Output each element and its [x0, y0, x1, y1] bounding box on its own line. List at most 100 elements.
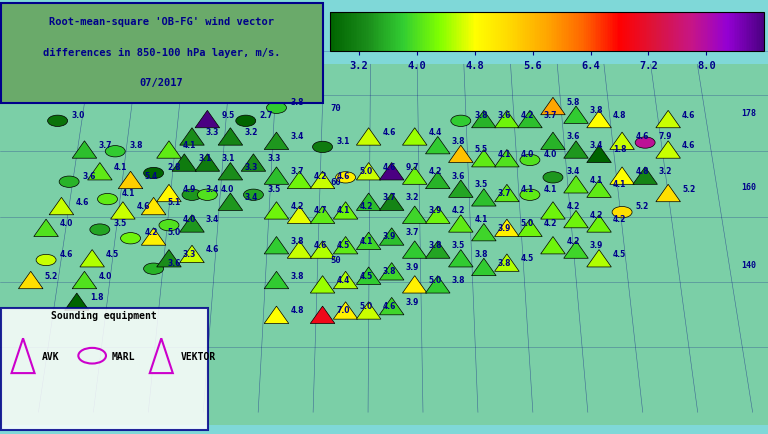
Text: 4.6: 4.6: [382, 162, 396, 171]
Text: 3.7: 3.7: [98, 141, 112, 150]
Text: 7.9: 7.9: [659, 132, 673, 141]
Text: 3.1: 3.1: [198, 154, 211, 163]
Text: 1.8: 1.8: [91, 293, 104, 302]
Text: 3.3: 3.3: [267, 154, 280, 163]
Text: 4.8: 4.8: [613, 110, 627, 119]
Polygon shape: [402, 207, 427, 224]
Text: 3.8: 3.8: [290, 97, 304, 106]
Text: 4.0: 4.0: [221, 184, 234, 193]
Polygon shape: [472, 259, 496, 276]
Text: 3.8: 3.8: [382, 266, 396, 276]
Text: 4.2: 4.2: [429, 167, 442, 176]
Polygon shape: [34, 220, 58, 237]
Text: 50: 50: [330, 256, 341, 265]
Text: 5.0: 5.0: [429, 275, 442, 284]
Polygon shape: [379, 228, 404, 246]
Text: 3.0: 3.0: [71, 110, 84, 119]
Polygon shape: [425, 241, 450, 259]
Polygon shape: [402, 168, 427, 185]
Text: 4.2: 4.2: [590, 210, 603, 219]
Polygon shape: [518, 111, 542, 128]
Text: 3.6: 3.6: [452, 171, 465, 180]
Text: 3.1: 3.1: [336, 136, 349, 145]
Polygon shape: [157, 141, 181, 159]
Polygon shape: [472, 224, 496, 241]
Text: Root-mean-square 'OB-FG' wind vector: Root-mean-square 'OB-FG' wind vector: [49, 17, 273, 27]
Text: 2.8: 2.8: [167, 162, 181, 171]
Text: 3.6: 3.6: [567, 132, 580, 141]
Text: 3.2: 3.2: [406, 193, 419, 202]
Text: 4.1: 4.1: [475, 214, 488, 224]
Text: 3.8: 3.8: [290, 271, 304, 280]
Polygon shape: [333, 272, 358, 289]
Polygon shape: [587, 111, 611, 128]
Polygon shape: [356, 194, 381, 211]
Polygon shape: [541, 202, 565, 220]
Polygon shape: [656, 185, 680, 202]
Text: 3.9: 3.9: [382, 232, 396, 241]
Polygon shape: [118, 172, 143, 189]
Text: 4.2: 4.2: [313, 171, 326, 180]
Text: 4.6: 4.6: [313, 240, 326, 250]
Text: 3.5: 3.5: [475, 180, 488, 189]
Polygon shape: [310, 306, 335, 324]
FancyBboxPatch shape: [1, 308, 208, 430]
Text: 4.1: 4.1: [590, 175, 603, 184]
Text: 178: 178: [741, 108, 756, 118]
Polygon shape: [541, 98, 565, 115]
Text: 9.5: 9.5: [221, 110, 234, 119]
Text: 4.1: 4.1: [336, 206, 349, 215]
Polygon shape: [218, 128, 243, 146]
Polygon shape: [333, 302, 358, 319]
Polygon shape: [472, 150, 496, 168]
Polygon shape: [587, 250, 611, 267]
Polygon shape: [287, 172, 312, 189]
FancyBboxPatch shape: [1, 4, 323, 104]
Text: 4.6: 4.6: [60, 249, 73, 258]
Text: 180: 180: [741, 43, 756, 53]
Text: 4.9: 4.9: [183, 184, 196, 193]
Text: 3.4: 3.4: [567, 167, 580, 176]
Text: 4.2: 4.2: [452, 206, 465, 215]
Text: 5.8: 5.8: [567, 97, 580, 106]
Polygon shape: [356, 128, 381, 146]
Text: 4.6: 4.6: [636, 132, 649, 141]
Polygon shape: [172, 155, 197, 172]
Polygon shape: [141, 228, 166, 246]
Text: 4.5: 4.5: [359, 271, 372, 280]
Polygon shape: [310, 172, 335, 189]
Text: 4.1: 4.1: [521, 184, 534, 193]
Polygon shape: [264, 168, 289, 185]
Text: VEKTOR: VEKTOR: [180, 351, 216, 361]
Text: 3.3: 3.3: [183, 249, 196, 258]
Text: 4.6: 4.6: [206, 245, 219, 254]
Text: 3.9: 3.9: [498, 223, 511, 232]
Polygon shape: [495, 254, 519, 272]
Polygon shape: [472, 111, 496, 128]
Polygon shape: [449, 181, 473, 198]
Polygon shape: [356, 233, 381, 250]
Text: 3.8: 3.8: [290, 236, 304, 245]
Circle shape: [197, 190, 217, 201]
Text: 3.4: 3.4: [290, 132, 303, 141]
Circle shape: [98, 194, 118, 205]
Text: 4.5: 4.5: [613, 249, 626, 258]
Polygon shape: [495, 111, 519, 128]
Text: 4.2: 4.2: [521, 110, 534, 119]
Text: 160: 160: [741, 182, 756, 191]
Polygon shape: [564, 141, 588, 159]
Polygon shape: [610, 168, 634, 185]
Text: 4.1: 4.1: [498, 149, 511, 158]
Polygon shape: [449, 215, 473, 233]
Circle shape: [90, 224, 110, 236]
Circle shape: [520, 190, 540, 201]
Text: 3.4: 3.4: [590, 141, 603, 150]
Text: 4.1: 4.1: [121, 188, 134, 197]
Polygon shape: [218, 194, 243, 211]
Text: 4.6: 4.6: [336, 171, 349, 180]
Text: 9.7: 9.7: [406, 162, 419, 171]
Text: 5.2: 5.2: [636, 201, 649, 210]
Polygon shape: [541, 237, 565, 254]
Circle shape: [59, 177, 79, 188]
Polygon shape: [587, 181, 611, 198]
